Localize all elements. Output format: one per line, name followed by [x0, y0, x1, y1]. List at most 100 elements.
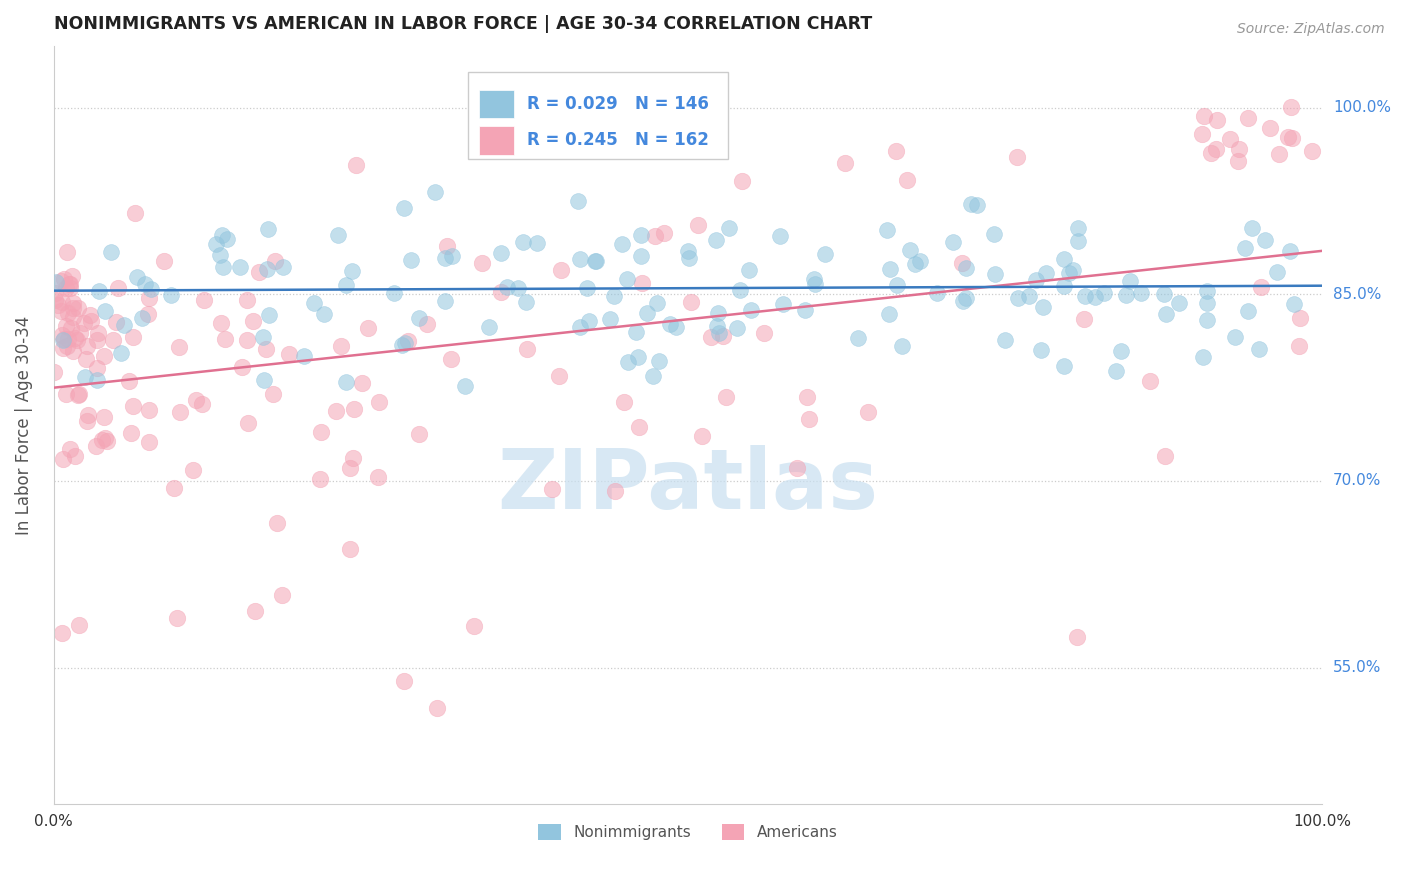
Point: [960, 197, 983, 211]
Point: [1267, 265, 1289, 279]
Point: [134, 277, 156, 292]
Point: [1092, 285, 1115, 300]
Point: [426, 701, 449, 715]
Text: ZIPatlas: ZIPatlas: [498, 445, 879, 526]
Point: [704, 233, 727, 247]
Point: [1247, 342, 1270, 356]
Point: [117, 374, 139, 388]
Point: [52, 272, 75, 286]
Point: [489, 285, 512, 299]
Point: [641, 368, 664, 383]
Point: [84, 439, 107, 453]
Point: [440, 352, 463, 367]
Point: [1109, 344, 1132, 359]
Point: [329, 339, 352, 353]
Point: [271, 587, 294, 601]
Point: [1195, 284, 1218, 298]
Point: [58, 281, 80, 295]
Point: [567, 194, 589, 208]
Point: [813, 246, 835, 260]
Point: [644, 229, 666, 244]
Point: [166, 610, 188, 624]
Point: [1281, 131, 1303, 145]
Point: [131, 311, 153, 326]
Point: [440, 249, 463, 263]
Point: [1301, 145, 1323, 159]
Point: [1277, 129, 1299, 144]
Point: [52, 341, 75, 355]
Point: [463, 619, 485, 633]
Point: [325, 404, 347, 418]
Point: [51, 327, 73, 342]
Point: [636, 306, 658, 320]
Point: [167, 340, 190, 354]
Point: [896, 173, 918, 187]
Point: [1192, 350, 1215, 364]
Point: [898, 243, 921, 257]
Point: [891, 339, 914, 353]
Point: [408, 311, 430, 326]
Point: [1105, 364, 1128, 378]
Point: [242, 313, 264, 327]
Point: [876, 223, 898, 237]
Point: [368, 395, 391, 409]
Point: [122, 399, 145, 413]
Point: [76, 339, 98, 353]
Point: [247, 265, 270, 279]
Point: [884, 144, 907, 158]
Point: [67, 387, 90, 401]
Point: [56, 339, 79, 353]
Point: [1007, 291, 1029, 305]
Point: [1029, 343, 1052, 358]
Point: [67, 618, 90, 632]
Point: [266, 516, 288, 530]
Point: [904, 257, 927, 271]
Point: [1067, 234, 1090, 248]
Point: [434, 251, 457, 265]
Point: [340, 264, 363, 278]
Point: [786, 460, 808, 475]
Point: [846, 331, 869, 345]
Point: [1191, 127, 1213, 141]
Point: [730, 283, 752, 297]
Point: [257, 222, 280, 236]
Point: [1154, 307, 1177, 321]
Point: [856, 404, 879, 418]
Point: [676, 244, 699, 259]
Point: [254, 343, 277, 357]
Point: [1035, 266, 1057, 280]
Text: Source: ZipAtlas.com: Source: ZipAtlas.com: [1237, 22, 1385, 37]
Point: [86, 373, 108, 387]
Text: NONIMMIGRANTS VS AMERICAN IN LABOR FORCE | AGE 30-34 CORRELATION CHART: NONIMMIGRANTS VS AMERICAN IN LABOR FORCE…: [53, 15, 872, 33]
Point: [772, 297, 794, 311]
Point: [797, 412, 820, 426]
Point: [690, 428, 713, 442]
Point: [59, 277, 82, 292]
Point: [613, 395, 636, 409]
Point: [262, 387, 284, 401]
Point: [138, 434, 160, 449]
Point: [516, 342, 538, 356]
Point: [966, 198, 988, 212]
Point: [63, 449, 86, 463]
Point: [45, 275, 67, 289]
Point: [1192, 109, 1215, 123]
Point: [1279, 244, 1302, 258]
Point: [75, 351, 97, 366]
Point: [79, 309, 101, 323]
Point: [769, 229, 792, 244]
Point: [243, 604, 266, 618]
Point: [908, 253, 931, 268]
Point: [665, 320, 688, 334]
Point: [1279, 100, 1302, 114]
Point: [256, 262, 278, 277]
Point: [292, 349, 315, 363]
Point: [309, 425, 332, 439]
Point: [627, 350, 650, 364]
Point: [578, 314, 600, 328]
Point: [107, 281, 129, 295]
Point: [100, 244, 122, 259]
Point: [408, 427, 430, 442]
Point: [416, 317, 439, 331]
Point: [56, 244, 79, 259]
